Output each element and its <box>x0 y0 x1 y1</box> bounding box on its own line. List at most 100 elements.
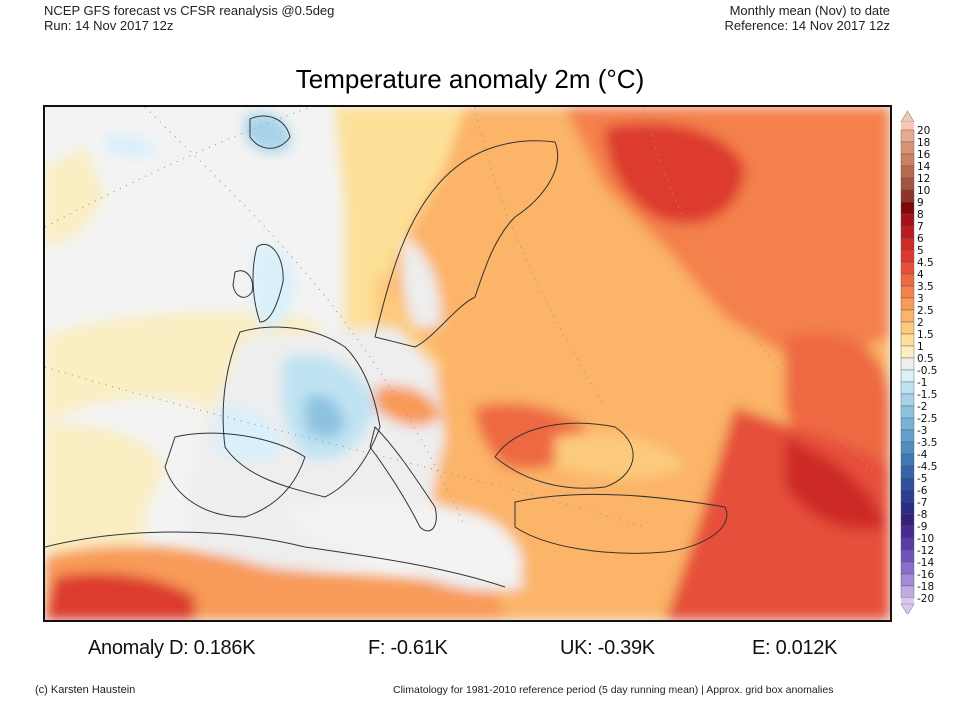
colorbar-band <box>900 213 915 227</box>
anomaly-patch <box>45 147 105 247</box>
colorbar-tick-label: 3 <box>917 293 924 305</box>
colorbar-tick-label: 3.5 <box>917 281 934 293</box>
anomaly-stat-label: UK: <box>560 637 593 659</box>
colorbar-tick-label: -1.5 <box>917 389 938 401</box>
colorbar-tick-label: -1 <box>917 377 927 389</box>
anomaly-stat-uk: UK: -0.39K <box>560 637 655 660</box>
reference-time: Reference: 14 Nov 2017 12z <box>724 18 891 33</box>
colorbar-band <box>900 297 915 311</box>
header-left: NCEP GFS forecast vs CFSR reanalysis @0.… <box>44 3 334 33</box>
anomaly-stat-f: F: -0.61K <box>368 637 448 660</box>
colorbar-tick-label: 2.5 <box>917 305 934 317</box>
anomaly-patch <box>45 573 195 620</box>
colorbar-band <box>900 309 915 323</box>
colorbar-band <box>900 585 915 599</box>
colorbar-band <box>900 537 915 551</box>
colorbar-tick-label: 4 <box>917 269 924 281</box>
colorbar-tick-label: 4.5 <box>917 257 934 269</box>
coastline-turkey <box>514 493 728 554</box>
anomaly-patch <box>251 244 295 330</box>
colorbar-band <box>900 321 915 335</box>
colorbar-tick-label: 2 <box>917 317 924 329</box>
colorbar-band <box>900 477 915 491</box>
colorbar-band <box>900 129 915 143</box>
colorbar-band <box>900 417 915 431</box>
colorbar-band <box>901 598 914 604</box>
colorbar-band <box>900 165 915 179</box>
anomaly-patch <box>105 135 155 158</box>
coastline-great-britain <box>252 244 284 323</box>
anomaly-stat-label: E: <box>752 637 771 659</box>
anomaly-stat-label: F: <box>368 637 386 659</box>
coastline-france <box>222 326 381 498</box>
colorbar-tick-label: -2.5 <box>917 413 938 425</box>
colorbar-band <box>900 465 915 479</box>
colorbar-band <box>900 489 915 503</box>
colorbar-tick-label: -4.5 <box>917 461 938 473</box>
colorbar-band <box>900 525 915 539</box>
anomaly-patch <box>285 500 523 587</box>
colorbar-band <box>900 429 915 443</box>
colorbar-band <box>900 393 915 407</box>
colorbar-band <box>900 405 915 419</box>
period-description: Monthly mean (Nov) to date <box>729 3 890 18</box>
colorbar-band <box>901 122 914 130</box>
anomaly-stat-value: -0.61K <box>390 637 448 659</box>
colorbar-tick-label: 12 <box>917 173 930 185</box>
colorbar-tick-label: 5 <box>917 245 924 257</box>
colorbar-tick-label: -14 <box>917 557 934 569</box>
anomaly-patch <box>605 123 745 224</box>
colorbar-tick-label: -2 <box>917 401 927 413</box>
colorbar-band <box>900 513 915 527</box>
colorbar-band <box>900 357 915 371</box>
colorbar-tick-label: -7 <box>917 497 927 509</box>
colorbar-band <box>900 453 915 467</box>
colorbar-tick-label: -6 <box>917 485 928 497</box>
colorbar-band <box>900 345 915 359</box>
anomaly-patch <box>785 437 885 530</box>
coastline-iceland <box>249 115 291 149</box>
colorbar-tick-label: -9 <box>917 521 927 533</box>
colorbar-tick-label: 1.5 <box>917 329 934 341</box>
colorbar-band <box>900 141 915 155</box>
colorbar-tick-label: -0.5 <box>917 365 938 377</box>
colorbar-band <box>900 261 915 275</box>
anomaly-patch <box>375 385 440 426</box>
colorbar-tick-label: 0.5 <box>917 353 934 365</box>
colorbar-tick-label: 1 <box>917 341 924 353</box>
header-right: Monthly mean (Nov) to date Reference: 14… <box>725 3 891 33</box>
coastline-black-sea <box>494 422 634 489</box>
colorbar-band <box>900 501 915 515</box>
climatology-note: Climatology for 1981-2010 reference peri… <box>393 684 834 696</box>
coastline-ireland <box>232 270 254 298</box>
colorbar-tick-label: -3 <box>917 425 927 437</box>
copyright: (c) Karsten Haustein <box>35 684 136 696</box>
colorbar-tick-label: -3.5 <box>917 437 938 449</box>
coastline-iberia <box>164 432 306 518</box>
colorbar-band <box>900 189 915 203</box>
colorbar-band <box>900 153 915 167</box>
colorbar-band <box>900 333 915 347</box>
colorbar-tick-label: -12 <box>917 545 934 557</box>
colorbar-band <box>900 201 915 215</box>
anomaly-stat-d: Anomaly D: 0.186K <box>88 637 256 660</box>
run-time: Run: 14 Nov 2017 12z <box>44 18 174 33</box>
colorbar-band <box>900 441 915 455</box>
coastline-italy <box>369 426 437 532</box>
colorbar-tick-label: -18 <box>917 581 934 593</box>
anomaly-stat-value: 0.186K <box>193 637 256 659</box>
colorbar-tick-label: 10 <box>917 185 930 197</box>
colorbar-tick-label: 14 <box>917 161 931 173</box>
model-description: NCEP GFS forecast vs CFSR reanalysis @0.… <box>44 3 335 18</box>
anomaly-stat-label: Anomaly D: <box>88 637 189 659</box>
anomaly-patch <box>665 407 890 620</box>
colorbar-band <box>900 369 915 383</box>
colorbar-extend-min <box>900 603 915 614</box>
anomaly-patch <box>555 433 685 479</box>
colorbar-tick-label: -4 <box>917 449 928 461</box>
colorbar-band <box>900 225 915 239</box>
colorbar-band <box>900 549 915 563</box>
anomaly-stat-value: -0.39K <box>597 637 655 659</box>
colorbar-band <box>900 573 915 587</box>
coastlines <box>45 115 728 588</box>
